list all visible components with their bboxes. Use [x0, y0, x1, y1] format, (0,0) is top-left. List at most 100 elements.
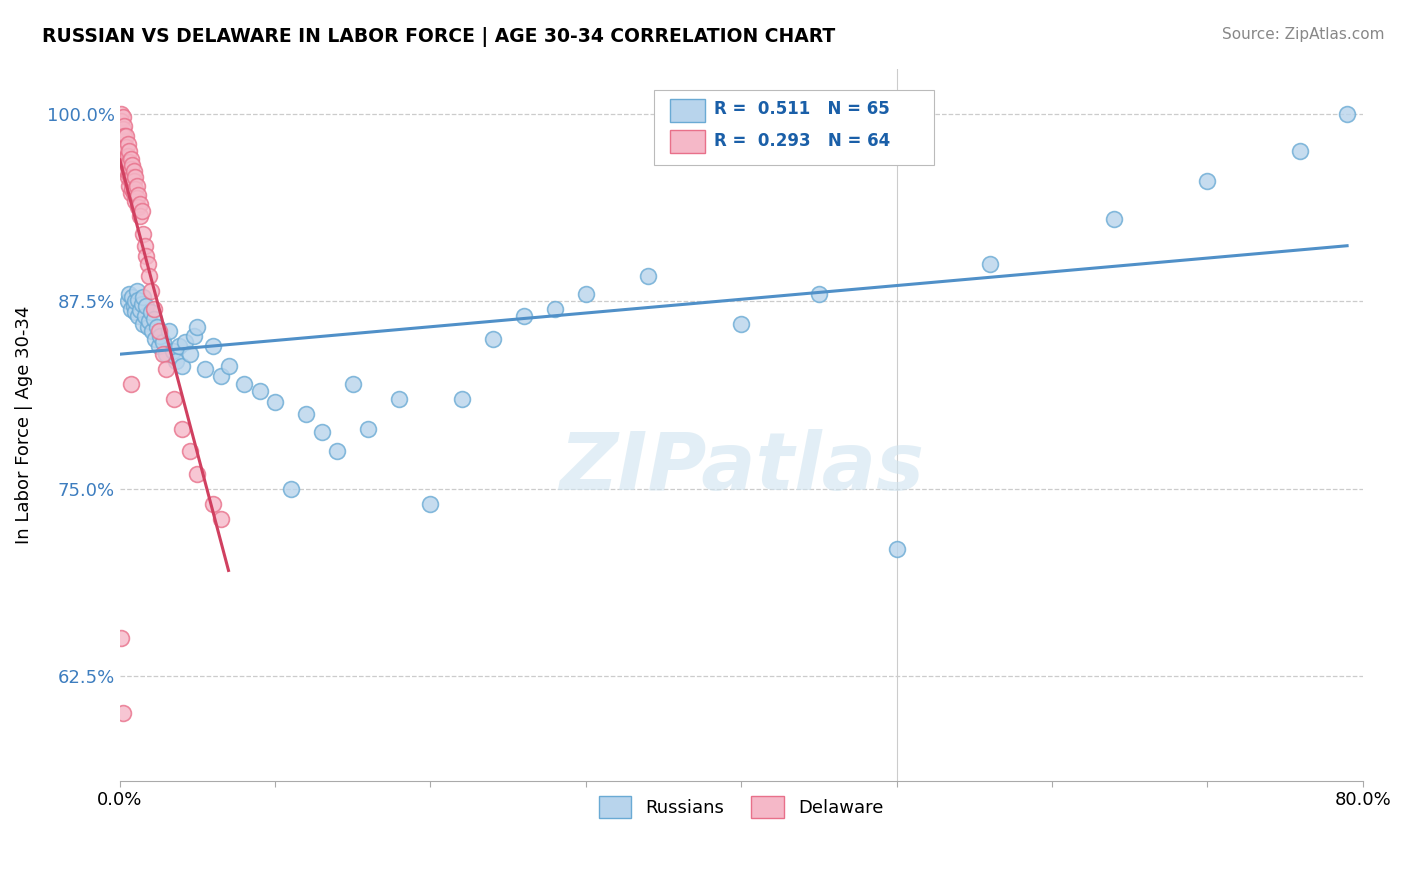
Point — [450, 392, 472, 406]
Point — [575, 286, 598, 301]
Point — [730, 317, 752, 331]
Point — [209, 511, 232, 525]
Point — [136, 256, 159, 270]
Y-axis label: In Labor Force | Age 30-34: In Labor Force | Age 30-34 — [15, 306, 32, 544]
Point — [125, 284, 148, 298]
Point — [179, 444, 201, 458]
Point — [129, 303, 152, 318]
Point — [118, 286, 141, 301]
Point — [120, 152, 142, 166]
Point — [118, 167, 141, 181]
Point — [311, 425, 333, 439]
Point — [179, 346, 201, 360]
Point — [117, 148, 139, 162]
Point — [419, 496, 441, 510]
Point — [233, 376, 256, 391]
Point — [125, 190, 148, 204]
Point — [120, 186, 142, 200]
Text: RUSSIAN VS DELAWARE IN LABOR FORCE | AGE 30-34 CORRELATION CHART: RUSSIAN VS DELAWARE IN LABOR FORCE | AGE… — [42, 27, 835, 46]
Point — [111, 144, 134, 158]
Point — [209, 369, 232, 384]
Point — [138, 268, 160, 283]
Text: Source: ZipAtlas.com: Source: ZipAtlas.com — [1222, 27, 1385, 42]
Point — [134, 238, 156, 252]
Point — [174, 334, 197, 349]
Point — [139, 304, 162, 318]
Point — [112, 141, 135, 155]
Point — [132, 227, 155, 241]
Point — [127, 309, 149, 323]
Point — [124, 304, 146, 318]
Point — [111, 134, 134, 148]
Point — [124, 194, 146, 208]
Point — [186, 319, 208, 334]
Point — [111, 110, 134, 124]
Point — [118, 178, 141, 193]
Point — [115, 152, 138, 166]
Point — [110, 114, 132, 128]
Point — [121, 157, 143, 171]
Point — [481, 331, 503, 345]
Point — [112, 161, 135, 176]
Point — [121, 169, 143, 184]
Point — [807, 286, 830, 301]
Text: ZIPatlas: ZIPatlas — [558, 428, 924, 507]
Point — [124, 181, 146, 195]
Point — [145, 331, 167, 345]
FancyBboxPatch shape — [654, 90, 934, 165]
Point — [357, 421, 380, 435]
Point — [111, 154, 134, 169]
Point — [637, 268, 659, 283]
Point — [112, 152, 135, 166]
Point — [170, 421, 193, 435]
Point — [167, 339, 190, 353]
Point — [155, 346, 177, 360]
Point — [132, 317, 155, 331]
Point — [979, 256, 1001, 270]
Point — [163, 392, 186, 406]
Point — [152, 334, 174, 349]
Point — [122, 174, 145, 188]
Point — [201, 339, 224, 353]
Point — [110, 632, 132, 646]
Point — [120, 376, 142, 391]
Text: R =  0.511   N = 65: R = 0.511 N = 65 — [714, 100, 890, 118]
Point — [342, 376, 364, 391]
Point — [544, 301, 567, 316]
Point — [111, 706, 134, 721]
Point — [135, 299, 157, 313]
Point — [129, 209, 152, 223]
Point — [149, 328, 172, 343]
Point — [118, 154, 141, 169]
Point — [110, 106, 132, 120]
Point — [120, 174, 142, 188]
Point — [886, 541, 908, 556]
Point — [1289, 144, 1312, 158]
Point — [112, 128, 135, 143]
Point — [162, 343, 184, 358]
Point — [295, 407, 318, 421]
Point — [139, 284, 162, 298]
Point — [121, 289, 143, 303]
Point — [117, 293, 139, 308]
FancyBboxPatch shape — [671, 130, 706, 153]
Point — [124, 293, 146, 308]
Point — [112, 119, 135, 133]
Point — [115, 161, 138, 176]
Point — [170, 359, 193, 373]
Point — [122, 186, 145, 200]
Point — [111, 121, 134, 136]
Point — [115, 128, 138, 143]
Point — [146, 319, 169, 334]
Point — [136, 319, 159, 334]
Point — [117, 136, 139, 151]
FancyBboxPatch shape — [671, 99, 706, 122]
Point — [159, 324, 181, 338]
Point — [264, 394, 287, 409]
Point — [129, 196, 152, 211]
Point — [115, 139, 138, 153]
Point — [127, 200, 149, 214]
Point — [142, 301, 165, 316]
Point — [148, 324, 170, 338]
Point — [131, 204, 153, 219]
